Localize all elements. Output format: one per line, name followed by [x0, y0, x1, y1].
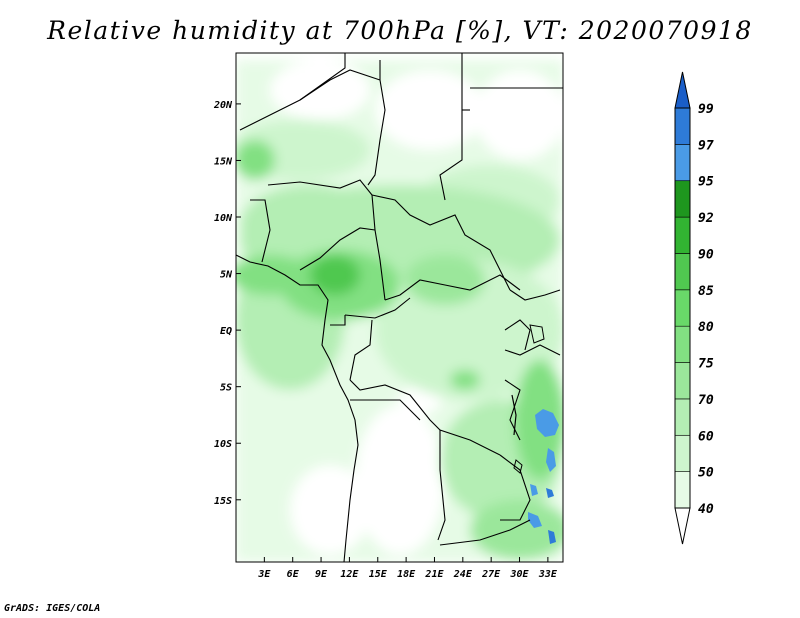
colorbar-label: 70 [698, 393, 714, 408]
colorbar-swatch [674, 434, 691, 472]
humidity-field [236, 53, 563, 562]
colorbar-label: 50 [698, 466, 714, 481]
colorbar-label: 95 [698, 175, 714, 190]
colorbar-swatch [674, 180, 691, 218]
lon-tick-label: 27E [481, 569, 501, 580]
lat-tick-label: EQ [220, 326, 232, 337]
lon-tick-label: 33E [538, 569, 558, 580]
lon-tick-label: 15E [369, 569, 388, 580]
lat-tick-label: 15N [214, 156, 233, 167]
colorbar-outline [674, 107, 691, 509]
lat-tick-label: 15S [214, 496, 232, 507]
lon-tick-label: 18E [397, 569, 416, 580]
colorbar-label: 92 [698, 211, 714, 226]
colorbar-high-triangle [674, 71, 691, 109]
lat-tick-label: 10S [214, 439, 232, 450]
colorbar-swatch [674, 216, 691, 254]
lon-tick-label: 21E [424, 569, 444, 580]
lon-tick-label: 9E [315, 569, 328, 580]
lat-tick-label: 10N [214, 213, 233, 224]
colorbar-swatch [674, 144, 691, 182]
lat-tick-label: 20N [213, 100, 233, 111]
colorbar-swatch [674, 253, 691, 291]
lat-tick-label: 5S [220, 383, 232, 394]
map-frame [235, 52, 564, 563]
lon-tick-label: 24E [453, 569, 473, 580]
grads-credit: GrADS: IGES/COLA [4, 603, 101, 614]
lon-tick-label: 30E [509, 569, 529, 580]
lon-tick-label: 3E [257, 569, 271, 580]
colorbar-label: 85 [698, 284, 714, 299]
map-title: Relative humidity at 700hPa [%], VT: 202… [47, 16, 753, 45]
colorbar-label: 99 [698, 102, 714, 117]
colorbar-swatch [674, 362, 691, 400]
colorbar-swatch [674, 471, 691, 509]
colorbar-swatch [674, 107, 691, 145]
colorbar-label: 40 [698, 502, 714, 517]
colorbar-label: 90 [698, 247, 714, 262]
latitude-ticks: 20N 15N 10N 5N EQ 5S 10S 15S [213, 100, 241, 507]
longitude-ticks: 3E 6E 9E 12E 15E 18E 21E 24E 27E 30E 33E [257, 557, 558, 580]
lon-tick-label: 12E [340, 569, 359, 580]
high-humidity-patches [528, 409, 559, 544]
colorbar-label: 80 [698, 320, 714, 335]
colorbar-label: 97 [698, 138, 714, 153]
colorbar: 40 50 60 70 75 80 85 90 92 95 97 99 [674, 71, 714, 545]
colorbar-low-triangle [674, 507, 691, 545]
colorbar-label: 60 [698, 429, 714, 444]
colorbar-swatch [674, 325, 691, 363]
colorbar-swatch [674, 289, 691, 327]
colorbar-swatch [674, 398, 691, 436]
lon-tick-label: 6E [287, 569, 300, 580]
country-borders [236, 53, 563, 562]
colorbar-label: 75 [698, 357, 714, 372]
lat-tick-label: 5N [220, 270, 233, 281]
